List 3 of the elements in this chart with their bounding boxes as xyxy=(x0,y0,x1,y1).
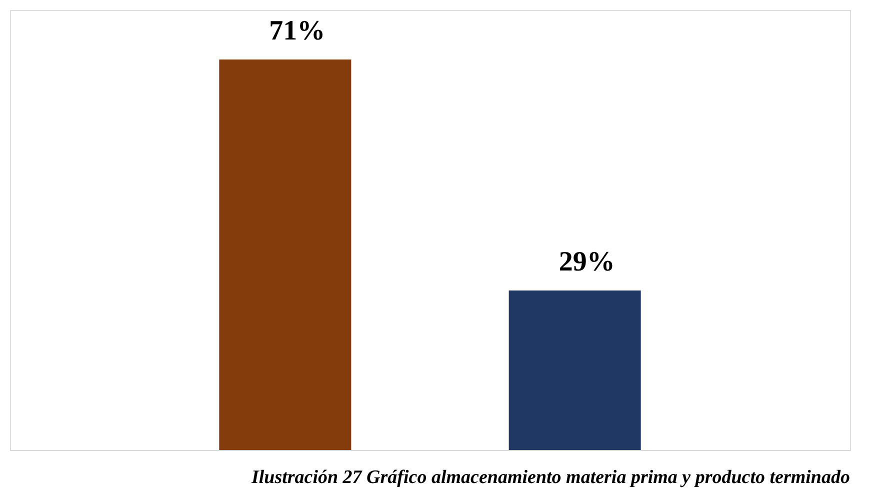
text: Ilustración 27 Gráfico almacenamiento materia prima y producto terminado xyxy=(250,467,850,488)
data-label: 71% xyxy=(269,16,326,46)
data-label: 29% xyxy=(558,246,615,278)
